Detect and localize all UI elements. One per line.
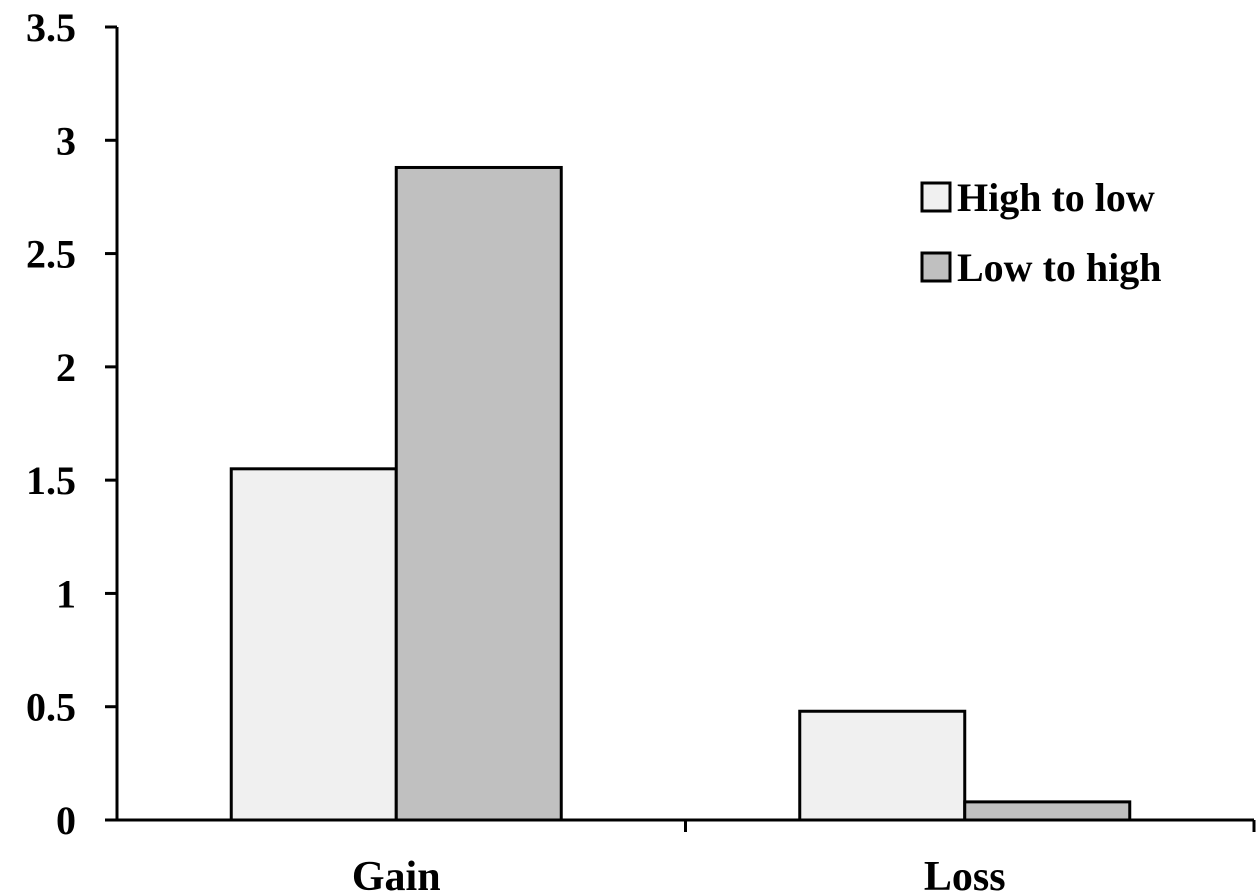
legend-swatch-high-to-low [920,181,952,213]
bar-gain-low-to-high [394,165,563,822]
bar-loss-low-to-high [963,800,1132,822]
x-categories-group: Gain Loss [352,820,1256,896]
legend: High to low Low to high [920,175,1162,290]
y-tick-label: 2.5 [26,232,76,277]
bars-group [229,165,1132,822]
y-tick-label: 2 [56,345,76,390]
bar-gain-high-to-low [229,467,398,822]
legend-label-low-to-high: Low to high [957,245,1162,290]
x-category-label-gain: Gain [352,854,441,896]
y-tick-label: 3 [56,118,76,163]
y-ticks-group: 0 0.5 1 1.5 2 2.5 3 3.5 [26,5,117,843]
y-tick-label: 1 [56,571,76,616]
legend-swatch-low-to-high [920,251,952,283]
y-tick-label: 0.5 [26,685,76,730]
y-tick-label: 0 [56,798,76,843]
x-category-label-loss: Loss [924,854,1006,896]
legend-label-high-to-low: High to low [957,175,1155,220]
bar-loss-high-to-low [798,709,967,822]
y-tick-label: 1.5 [26,458,76,503]
y-tick-label: 3.5 [26,5,76,50]
